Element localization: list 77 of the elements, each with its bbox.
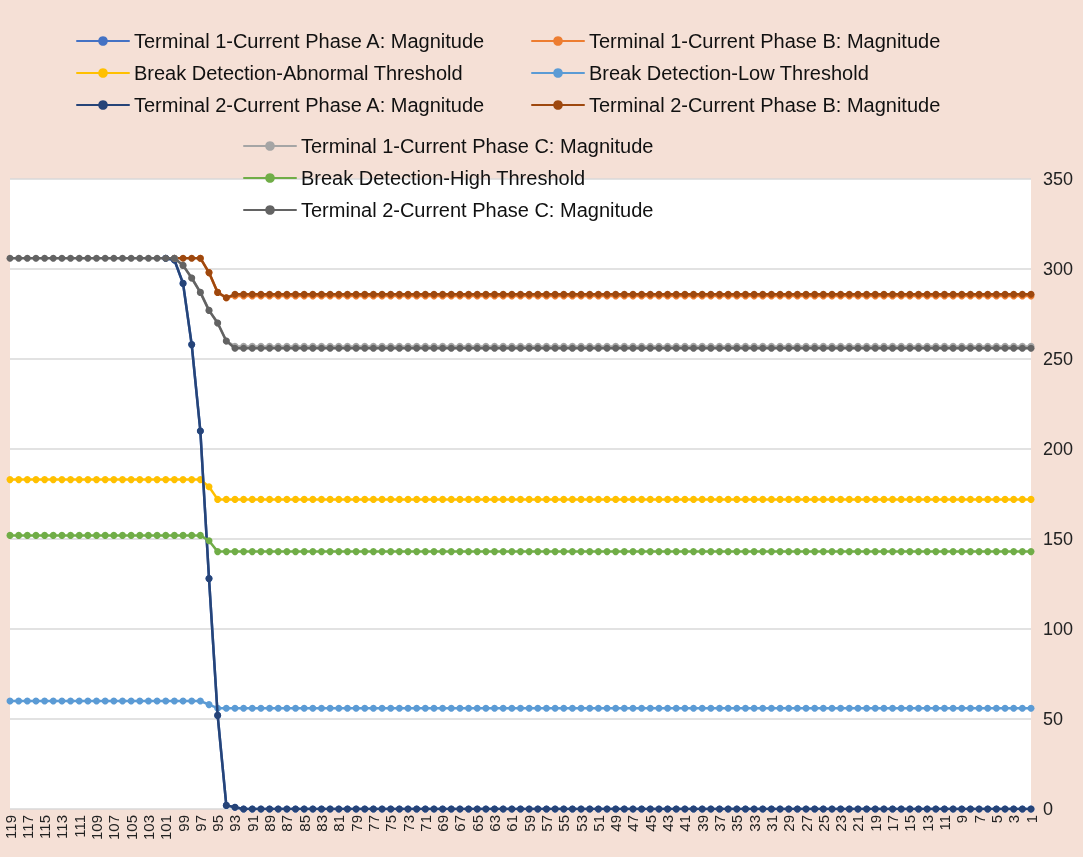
x-tick-label: 35 bbox=[728, 815, 746, 832]
y-tick-label: 200 bbox=[1043, 439, 1074, 459]
legend-label: Terminal 1-Current Phase C: Magnitude bbox=[301, 135, 654, 157]
x-tick-label: 3 bbox=[1005, 815, 1023, 824]
legend-label: Terminal 1-Current Phase A: Magnitude bbox=[134, 30, 485, 52]
x-tick-label: 111 bbox=[70, 815, 88, 838]
x-tick-label: 43 bbox=[659, 815, 677, 832]
x-tick-label: 33 bbox=[745, 815, 763, 832]
x-tick-label: 39 bbox=[693, 815, 711, 832]
x-tick-label: 11 bbox=[935, 815, 953, 831]
x-tick-label: 91 bbox=[243, 815, 261, 832]
x-tick-label: 21 bbox=[849, 815, 867, 832]
x-tick-label: 13 bbox=[918, 815, 936, 832]
x-tick-label: 69 bbox=[434, 815, 452, 832]
x-tick-label: 71 bbox=[416, 815, 434, 832]
x-tick-label: 25 bbox=[814, 815, 832, 832]
x-tick-label: 57 bbox=[537, 815, 555, 832]
x-tick-label: 61 bbox=[503, 815, 521, 832]
x-tick-label: 113 bbox=[53, 815, 71, 839]
x-tick-label: 115 bbox=[36, 815, 54, 839]
y-tick-label: 50 bbox=[1043, 709, 1064, 729]
x-tick-label: 41 bbox=[676, 815, 694, 832]
x-tick-label: 117 bbox=[18, 815, 36, 839]
legend-label: Terminal 2-Current Phase C: Magnitude bbox=[301, 199, 654, 221]
x-tick-label: 119 bbox=[1, 815, 19, 839]
x-tick-label: 49 bbox=[607, 815, 625, 832]
x-tick-label: 85 bbox=[295, 815, 313, 832]
x-tick-label: 5 bbox=[987, 815, 1005, 824]
x-tick-label: 67 bbox=[451, 815, 469, 832]
x-tick-label: 93 bbox=[226, 815, 244, 832]
legend-label: Break Detection-Low Threshold bbox=[589, 62, 869, 84]
x-tick-label: 17 bbox=[884, 815, 902, 832]
x-tick-label: 55 bbox=[555, 815, 573, 832]
x-tick-label: 77 bbox=[364, 815, 382, 832]
x-tick-label: 15 bbox=[901, 815, 919, 832]
y-tick-label: 150 bbox=[1043, 529, 1074, 549]
x-tick-label: 81 bbox=[330, 815, 348, 832]
x-tick-label: 59 bbox=[520, 815, 538, 832]
x-tick-label: 47 bbox=[624, 815, 642, 832]
x-tick-label: 103 bbox=[139, 815, 157, 841]
x-tick-label: 63 bbox=[486, 815, 504, 832]
x-tick-label: 51 bbox=[589, 815, 607, 832]
x-tick-label: 45 bbox=[641, 815, 659, 832]
x-tick-label: 9 bbox=[953, 815, 971, 824]
y-tick-label: 350 bbox=[1043, 169, 1074, 189]
x-tick-label: 75 bbox=[382, 815, 400, 832]
x-tick-label: 29 bbox=[780, 815, 798, 832]
legend-label: Break Detection-High Threshold bbox=[301, 167, 586, 189]
x-tick-label: 79 bbox=[347, 815, 365, 832]
x-tick-label: 99 bbox=[174, 815, 192, 832]
y-tick-label: 0 bbox=[1043, 799, 1054, 819]
x-tick-label: 73 bbox=[399, 815, 417, 832]
y-tick-label: 250 bbox=[1043, 349, 1074, 369]
x-tick-label: 23 bbox=[832, 815, 850, 832]
x-tick-label: 95 bbox=[209, 815, 227, 832]
x-tick-label: 89 bbox=[261, 815, 279, 832]
x-tick-label: 107 bbox=[105, 815, 123, 841]
x-tick-label: 1 bbox=[1022, 815, 1040, 824]
legend-label: Terminal 1-Current Phase B: Magnitude bbox=[589, 30, 941, 52]
legend-label: Terminal 2-Current Phase A: Magnitude bbox=[134, 94, 485, 116]
x-tick-label: 65 bbox=[468, 815, 486, 832]
x-tick-label: 109 bbox=[88, 815, 106, 841]
x-tick-label: 87 bbox=[278, 815, 296, 832]
x-tick-label: 27 bbox=[797, 815, 815, 832]
y-tick-label: 300 bbox=[1043, 259, 1074, 279]
x-tick-label: 53 bbox=[572, 815, 590, 832]
x-tick-label: 97 bbox=[191, 815, 209, 832]
x-tick-label: 83 bbox=[312, 815, 330, 832]
x-tick-label: 19 bbox=[866, 815, 884, 832]
x-tick-label: 101 bbox=[157, 815, 175, 841]
x-tick-label: 7 bbox=[970, 815, 988, 824]
legend-label: Break Detection-Abnormal Threshold bbox=[134, 62, 463, 84]
y-tick-label: 100 bbox=[1043, 619, 1074, 639]
x-tick-label: 37 bbox=[711, 815, 729, 832]
x-tick-label: 105 bbox=[122, 815, 140, 841]
legend-label: Terminal 2-Current Phase B: Magnitude bbox=[589, 94, 941, 116]
x-tick-label: 31 bbox=[762, 815, 780, 832]
